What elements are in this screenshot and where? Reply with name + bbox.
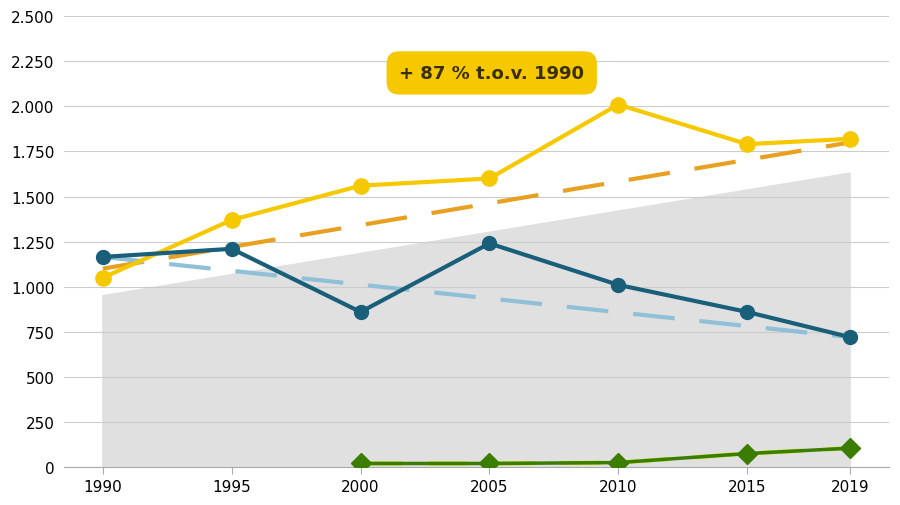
Polygon shape xyxy=(103,174,850,467)
Text: + 87 % t.o.v. 1990: + 87 % t.o.v. 1990 xyxy=(400,65,584,83)
